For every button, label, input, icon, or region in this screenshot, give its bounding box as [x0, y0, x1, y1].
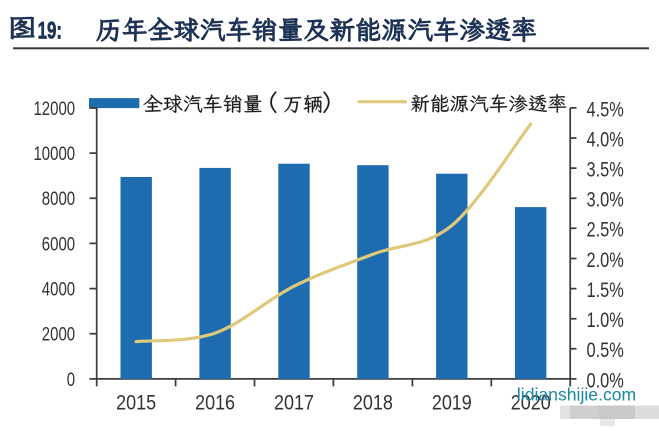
- svg-text:8000: 8000: [42, 187, 75, 209]
- svg-text:2.5%: 2.5%: [587, 218, 625, 241]
- svg-text:1.0%: 1.0%: [587, 308, 625, 331]
- svg-text:6000: 6000: [42, 232, 75, 254]
- svg-text:2020: 2020: [511, 391, 551, 415]
- svg-text:3.0%: 3.0%: [587, 188, 625, 211]
- svg-text:4.0%: 4.0%: [587, 127, 625, 150]
- svg-text:4000: 4000: [42, 278, 75, 300]
- svg-text:2015: 2015: [116, 391, 156, 415]
- svg-text:3.5%: 3.5%: [587, 158, 625, 181]
- svg-text:2017: 2017: [274, 391, 314, 415]
- svg-text:19:: 19:: [38, 17, 62, 44]
- svg-text:0.5%: 0.5%: [587, 338, 625, 361]
- svg-text:2016: 2016: [195, 391, 235, 415]
- svg-text:12000: 12000: [33, 97, 75, 119]
- svg-text:4.5%: 4.5%: [587, 97, 625, 120]
- svg-text:10000: 10000: [33, 142, 75, 164]
- svg-text:1.5%: 1.5%: [587, 278, 625, 301]
- svg-text:lidianshijie.com: lidianshijie.com: [517, 385, 636, 405]
- svg-text:2019: 2019: [432, 391, 472, 415]
- svg-text:2.0%: 2.0%: [587, 248, 625, 271]
- svg-text:0: 0: [67, 368, 75, 390]
- svg-text:2000: 2000: [42, 323, 75, 345]
- svg-text:2018: 2018: [353, 391, 393, 415]
- svg-text:0.0%: 0.0%: [587, 368, 625, 391]
